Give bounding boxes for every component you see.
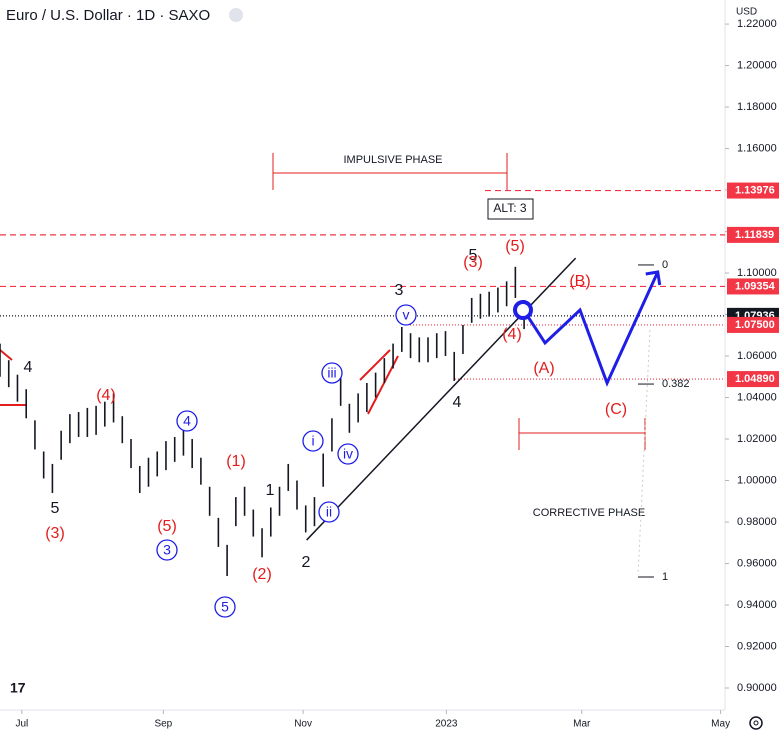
wave-label: iv [343, 446, 353, 462]
wave-label: v [403, 307, 410, 323]
y-tick-label: 0.98000 [737, 516, 777, 528]
marker-circle [513, 300, 533, 320]
level-tag [727, 226, 779, 243]
wave-label: iii [327, 365, 336, 381]
y-tick-label: 1.10000 [737, 267, 777, 279]
fib-connector [637, 329, 651, 576]
level-tag [727, 371, 779, 388]
wave-label: (1) [226, 453, 246, 470]
corrective-label: CORRECTIVE PHASE [533, 507, 645, 519]
wave-label: 5 [221, 599, 229, 615]
y-tick-label: 1.18000 [737, 101, 777, 113]
wave-label: (5) [157, 518, 177, 535]
arrow-head [645, 270, 662, 286]
wave-label: (C) [605, 401, 627, 418]
phase-markers [272, 153, 646, 450]
wave-label: 4 [183, 413, 191, 429]
wave-label: i [311, 433, 314, 449]
level-tag [727, 182, 779, 199]
impulsive-label: IMPULSIVE PHASE [343, 154, 442, 166]
settings-icon[interactable] [749, 716, 763, 730]
y-tick-label: 0.94000 [737, 599, 777, 611]
level-label: 1.09354 [735, 280, 776, 292]
wave-label: (4) [502, 326, 522, 343]
wave-label: 3 [163, 542, 171, 558]
wave-label: (B) [569, 273, 590, 290]
wave-circle [302, 430, 324, 452]
wave-circle [318, 501, 340, 523]
level-label: 1.11839 [735, 229, 774, 241]
x-tick-label: Nov [294, 719, 312, 730]
wave-circle [214, 596, 236, 618]
y-tick-label: 0.96000 [737, 557, 777, 569]
wave-circle [156, 539, 178, 561]
y-tick-label: 1.00000 [737, 474, 777, 486]
wave-label: (3) [45, 525, 65, 542]
currency: USD [736, 7, 757, 18]
wave-circle [321, 362, 343, 384]
y-tick-label: 1.06000 [737, 350, 777, 362]
wave-label: (2) [252, 566, 272, 583]
wave-label: (5) [505, 238, 525, 255]
wave-label: 4 [24, 359, 33, 376]
wave-circle [395, 304, 417, 326]
wave-label: (A) [533, 360, 554, 377]
level-label: 1.13976 [735, 184, 775, 196]
wave-label: (3) [463, 254, 483, 271]
wave-label: ii [326, 504, 332, 520]
y-tick-label: 0.92000 [737, 640, 777, 652]
level-label: 1.07500 [735, 319, 775, 331]
x-tick-label: Mar [573, 719, 591, 730]
fib-label: 0.382 [662, 378, 690, 390]
level-tag [727, 316, 779, 333]
wave-label: 3 [395, 282, 404, 299]
wave-label: 4 [453, 394, 462, 411]
x-tick-label: May [711, 719, 730, 730]
y-tick-label: 0.90000 [737, 682, 777, 694]
wave-label: 1 [266, 482, 275, 499]
alt-label: ALT: 3 [493, 201, 526, 215]
wave-label: (4) [96, 387, 116, 404]
wave-label: 5 [51, 500, 60, 517]
x-tick-label: Sep [154, 719, 172, 730]
x-tick-label: 2023 [435, 719, 458, 730]
level-label: 1.04890 [735, 373, 775, 385]
y-tick-label: 1.04000 [737, 391, 777, 403]
tv-logo: 17 [8, 680, 32, 696]
chart-title: Euro / U.S. Dollar · 1D · SAXO [6, 7, 210, 24]
wave-circle [337, 443, 359, 465]
projection-path [521, 271, 660, 387]
y-tick-label: 1.22000 [737, 18, 777, 30]
y-tick-label: 1.20000 [737, 59, 777, 71]
svg-text:17: 17 [10, 680, 26, 696]
toggle[interactable] [229, 8, 243, 22]
y-tick-label: 1.16000 [737, 142, 777, 154]
level-tag [727, 278, 779, 295]
alt-box: ALT: 3 [487, 198, 534, 220]
y-tick-label: 1.02000 [737, 433, 777, 445]
x-tick-label: Jul [15, 719, 28, 730]
wave-label: 5 [469, 247, 478, 264]
wave-circle [176, 410, 198, 432]
fib-label: 1 [662, 571, 668, 583]
wave-label: 2 [302, 554, 311, 571]
fib-label: 0 [662, 259, 668, 271]
